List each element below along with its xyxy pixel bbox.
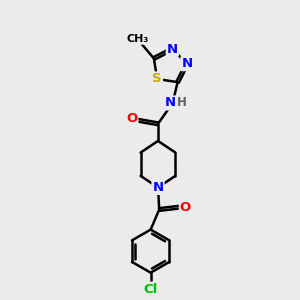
Text: N: N bbox=[165, 97, 176, 110]
Text: N: N bbox=[182, 57, 193, 70]
Text: O: O bbox=[180, 201, 191, 214]
Text: N: N bbox=[152, 181, 164, 194]
Text: S: S bbox=[152, 72, 162, 86]
Text: N: N bbox=[167, 43, 178, 56]
Text: CH₃: CH₃ bbox=[127, 34, 149, 44]
Text: H: H bbox=[177, 97, 187, 110]
Text: O: O bbox=[126, 112, 137, 125]
Text: Cl: Cl bbox=[143, 283, 158, 296]
